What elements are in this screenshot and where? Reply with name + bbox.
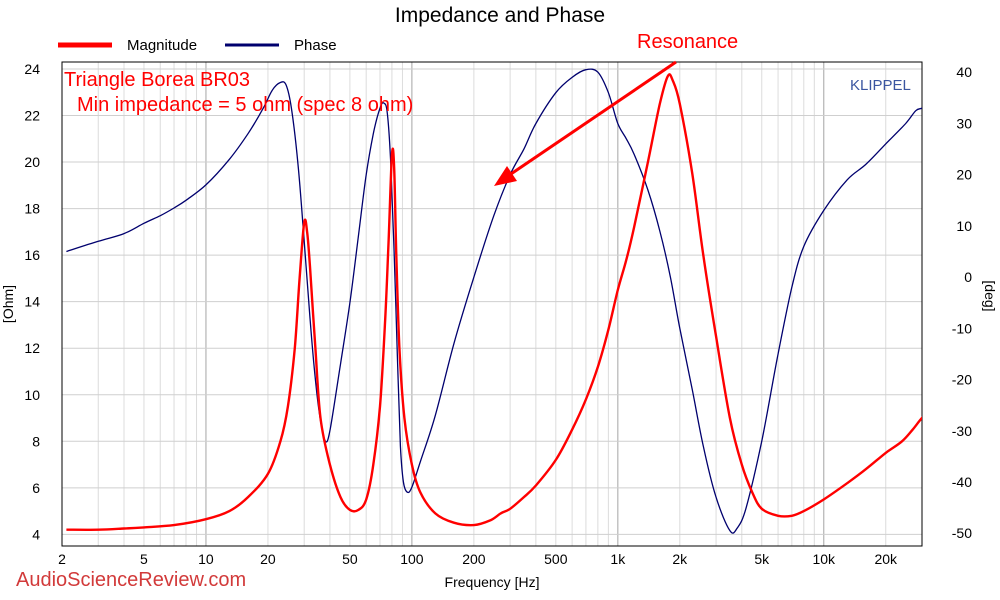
y-tick-label: 14 bbox=[24, 294, 40, 310]
x-tick-label: 5k bbox=[754, 551, 770, 567]
legend: Magnitude Phase bbox=[58, 37, 337, 54]
x-tick-label: 2 bbox=[58, 551, 66, 567]
legend-phase-label: Phase bbox=[294, 37, 337, 54]
x-tick-label: 20 bbox=[260, 551, 276, 567]
y2-tick-label: -50 bbox=[952, 525, 972, 541]
plot-grid bbox=[61, 62, 923, 546]
y-tick-label: 24 bbox=[24, 61, 40, 77]
resonance-annotation: Resonance bbox=[637, 31, 738, 53]
y2-tick-label: -10 bbox=[952, 320, 972, 336]
y-tick-label: 6 bbox=[32, 480, 40, 496]
watermark: AudioScienceReview.com bbox=[16, 569, 246, 591]
y2-tick-label: 30 bbox=[956, 115, 972, 131]
min-impedance-annotation: Min impedance = 5 ohm (spec 8 ohm) bbox=[77, 94, 413, 116]
y-tick-label: 16 bbox=[24, 247, 40, 263]
x-axis-label: Frequency [Hz] bbox=[445, 574, 540, 590]
y2-tick-labels: -50 -40 -30 -20 -10 0 10 20 30 40 bbox=[952, 64, 972, 541]
y-tick-label: 18 bbox=[24, 201, 40, 217]
x-tick-label: 10k bbox=[812, 551, 836, 567]
y2-tick-label: 40 bbox=[956, 64, 972, 80]
y-tick-label: 20 bbox=[24, 154, 40, 170]
y-tick-labels: 4 6 8 10 12 14 16 18 20 22 24 bbox=[24, 61, 40, 542]
y2-tick-label: -30 bbox=[952, 423, 972, 439]
x-tick-label: 10 bbox=[198, 551, 214, 567]
x-tick-label: 1k bbox=[610, 551, 626, 567]
y-tick-label: 10 bbox=[24, 387, 40, 403]
y-tick-label: 22 bbox=[24, 108, 40, 124]
y2-tick-label: -40 bbox=[952, 474, 972, 490]
legend-magnitude-label: Magnitude bbox=[127, 37, 197, 54]
phase-series-line bbox=[66, 68, 922, 534]
chart-title: Impedance and Phase bbox=[395, 4, 605, 27]
x-tick-label: 50 bbox=[342, 551, 358, 567]
resonance-arrow bbox=[494, 60, 677, 186]
y2-tick-label: 10 bbox=[956, 218, 972, 234]
y-tick-label: 12 bbox=[24, 340, 40, 356]
y2-tick-label: 20 bbox=[956, 167, 972, 183]
magnitude-series-line bbox=[66, 73, 922, 531]
product-annotation: Triangle Borea BR03 bbox=[64, 69, 250, 91]
x-tick-label: 100 bbox=[400, 551, 424, 567]
x-tick-label: 2k bbox=[672, 551, 688, 567]
x-tick-label: 5 bbox=[140, 551, 148, 567]
y2-tick-label: 0 bbox=[964, 269, 972, 285]
klippel-brand-label: KLIPPEL bbox=[850, 77, 911, 94]
x-tick-label: 500 bbox=[544, 551, 568, 567]
x-tick-labels: 2 5 10 20 50 100 200 500 1k 2k 5k 10k 20k bbox=[58, 551, 898, 567]
y-tick-label: 4 bbox=[32, 526, 40, 542]
x-tick-label: 20k bbox=[874, 551, 898, 567]
y2-axis-label: [deg] bbox=[982, 280, 998, 311]
y2-tick-label: -20 bbox=[952, 372, 972, 388]
x-tick-label: 200 bbox=[462, 551, 486, 567]
y-tick-label: 8 bbox=[32, 433, 40, 449]
plot-frame bbox=[61, 61, 923, 547]
y-axis-label: [Ohm] bbox=[0, 285, 16, 323]
